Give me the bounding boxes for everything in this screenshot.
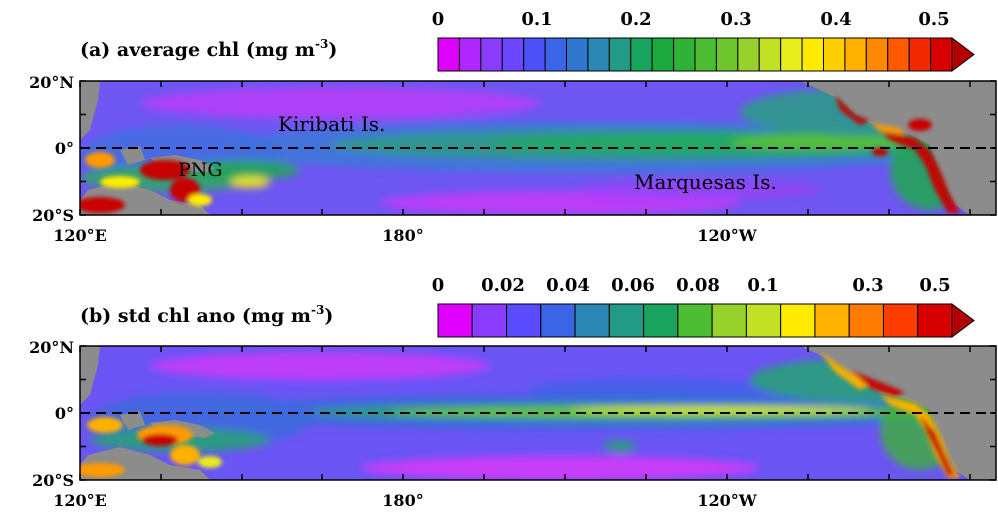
panel-b-y-axis: 20°N 0° 20°S	[29, 338, 74, 490]
cbar-a-tick-4: 0.4	[820, 9, 851, 30]
panel-b: (b) std chl ano (mg m-3) 0 0.02 0.04 0.0…	[29, 275, 997, 510]
americas-land	[800, 81, 996, 215]
cbar-b-swatch	[917, 303, 953, 338]
cbar-b-extend-arrow	[951, 303, 975, 338]
panel-b-colorbar-labels: 0 0.02 0.04 0.06 0.08 0.1 0.3 0.5	[432, 275, 951, 296]
cbar-b-swatch	[745, 303, 782, 338]
panel-a-tick-marks	[79, 80, 996, 216]
cbar-b-swatch	[437, 303, 473, 338]
cbar-a-swatch	[865, 37, 889, 72]
cbar-b-swatch	[882, 303, 919, 338]
cbar-b-tick-3: 0.06	[611, 275, 655, 296]
panel-b-tick-marks	[79, 345, 996, 481]
cbar-a-swatch	[887, 37, 910, 72]
cbar-a-tick-3: 0.3	[720, 9, 751, 30]
panel-a-ytick-20s: 20°S	[32, 206, 74, 225]
cbar-a-swatch	[694, 37, 717, 72]
cbar-a-extend-arrow	[951, 37, 975, 72]
cbar-a-swatch	[823, 37, 846, 72]
panel-b-ytick-20s: 20°S	[32, 471, 74, 490]
cbar-b-tick-4: 0.08	[676, 275, 720, 296]
panel-a: (a) average chl (mg m-3) 0 0.1 0.2 0.3 0…	[29, 9, 997, 245]
cbar-a-swatch	[758, 37, 782, 72]
panel-b-xtick-180: 180°	[382, 491, 423, 510]
panel-a-xtick-120e: 120°E	[53, 226, 107, 245]
annotation-kiribati: Kiribati Is.	[278, 112, 385, 136]
cbar-a-swatch	[908, 37, 932, 72]
cbar-a-swatch	[673, 37, 696, 72]
cbar-a-swatch	[844, 37, 867, 72]
cbar-a-swatch	[437, 37, 460, 72]
cbar-b-swatch	[711, 303, 747, 338]
cbar-a-tick-2: 0.2	[620, 9, 651, 30]
panel-b-xtick-120w: 120°W	[697, 491, 757, 510]
cbar-a-swatch	[715, 37, 739, 72]
indonesia-land	[120, 146, 145, 165]
asia-land	[80, 81, 100, 140]
cbar-a-tick-0: 0	[432, 9, 445, 30]
panel-a-colorbar-labels: 0 0.1 0.2 0.3 0.4 0.5	[432, 9, 950, 30]
annotation-png: PNG	[178, 159, 223, 181]
panel-b-map	[80, 346, 996, 480]
cbar-b-swatch	[608, 303, 645, 338]
cbar-b-swatch	[471, 303, 508, 338]
cbar-b-tick-7: 0.5	[919, 275, 950, 296]
panel-a-title: (a) average chl (mg m-3)	[80, 37, 337, 61]
cbar-a-swatch	[523, 37, 546, 72]
panel-b-ytick-0: 0°	[55, 404, 74, 423]
panel-a-colorbar	[437, 37, 975, 72]
asia-land	[80, 346, 100, 405]
cbar-a-tick-1: 0.1	[521, 9, 552, 30]
cbar-a-swatch	[630, 37, 653, 72]
panel-a-ytick-20n: 20°N	[29, 73, 74, 92]
americas-land	[800, 346, 996, 480]
panel-b-colorbar	[437, 303, 975, 338]
panel-a-y-axis: 20°N 0° 20°S	[29, 73, 74, 225]
indonesia-land	[120, 411, 145, 430]
cbar-b-swatch	[814, 303, 850, 338]
panel-b-ytick-20n: 20°N	[29, 338, 74, 357]
cbar-a-swatch	[651, 37, 675, 72]
cbar-b-tick-5: 0.1	[747, 275, 778, 296]
panel-a-x-axis: 120°E 180° 120°W	[53, 226, 758, 245]
panel-a-ytick-0: 0°	[55, 139, 74, 158]
cbar-a-swatch	[801, 37, 824, 72]
cbar-a-swatch	[458, 37, 482, 72]
cbar-a-swatch	[480, 37, 503, 72]
cbar-b-swatch	[574, 303, 610, 338]
cbar-b-swatch	[848, 303, 884, 338]
cbar-a-swatch	[930, 37, 953, 72]
cbar-b-tick-2: 0.04	[546, 275, 590, 296]
cbar-a-swatch	[566, 37, 589, 72]
cbar-b-swatch	[677, 303, 713, 338]
cbar-a-swatch	[737, 37, 760, 72]
cbar-b-tick-0: 0	[432, 275, 445, 296]
cbar-a-swatch	[501, 37, 525, 72]
cbar-a-tick-5: 0.5	[918, 9, 949, 30]
cbar-a-swatch	[587, 37, 610, 72]
panel-b-x-axis: 120°E 180° 120°W	[53, 491, 758, 510]
panel-b-title: (b) std chl ano (mg m-3)	[80, 303, 333, 327]
panel-a-map	[80, 81, 996, 215]
cbar-a-swatch	[608, 37, 632, 72]
panel-a-xtick-120w: 120°W	[697, 226, 757, 245]
cbar-b-swatch	[506, 303, 542, 338]
cbar-a-swatch	[780, 37, 803, 72]
panel-b-xtick-120e: 120°E	[53, 491, 107, 510]
cbar-b-swatch	[643, 303, 679, 338]
cbar-a-swatch	[544, 37, 567, 72]
cbar-b-tick-1: 0.02	[481, 275, 525, 296]
cbar-b-swatch	[540, 303, 576, 338]
annotation-marquesas: Marquesas Is.	[634, 170, 777, 194]
cbar-b-tick-6: 0.3	[852, 275, 883, 296]
panel-a-xtick-180: 180°	[382, 226, 423, 245]
cbar-b-swatch	[780, 303, 816, 338]
